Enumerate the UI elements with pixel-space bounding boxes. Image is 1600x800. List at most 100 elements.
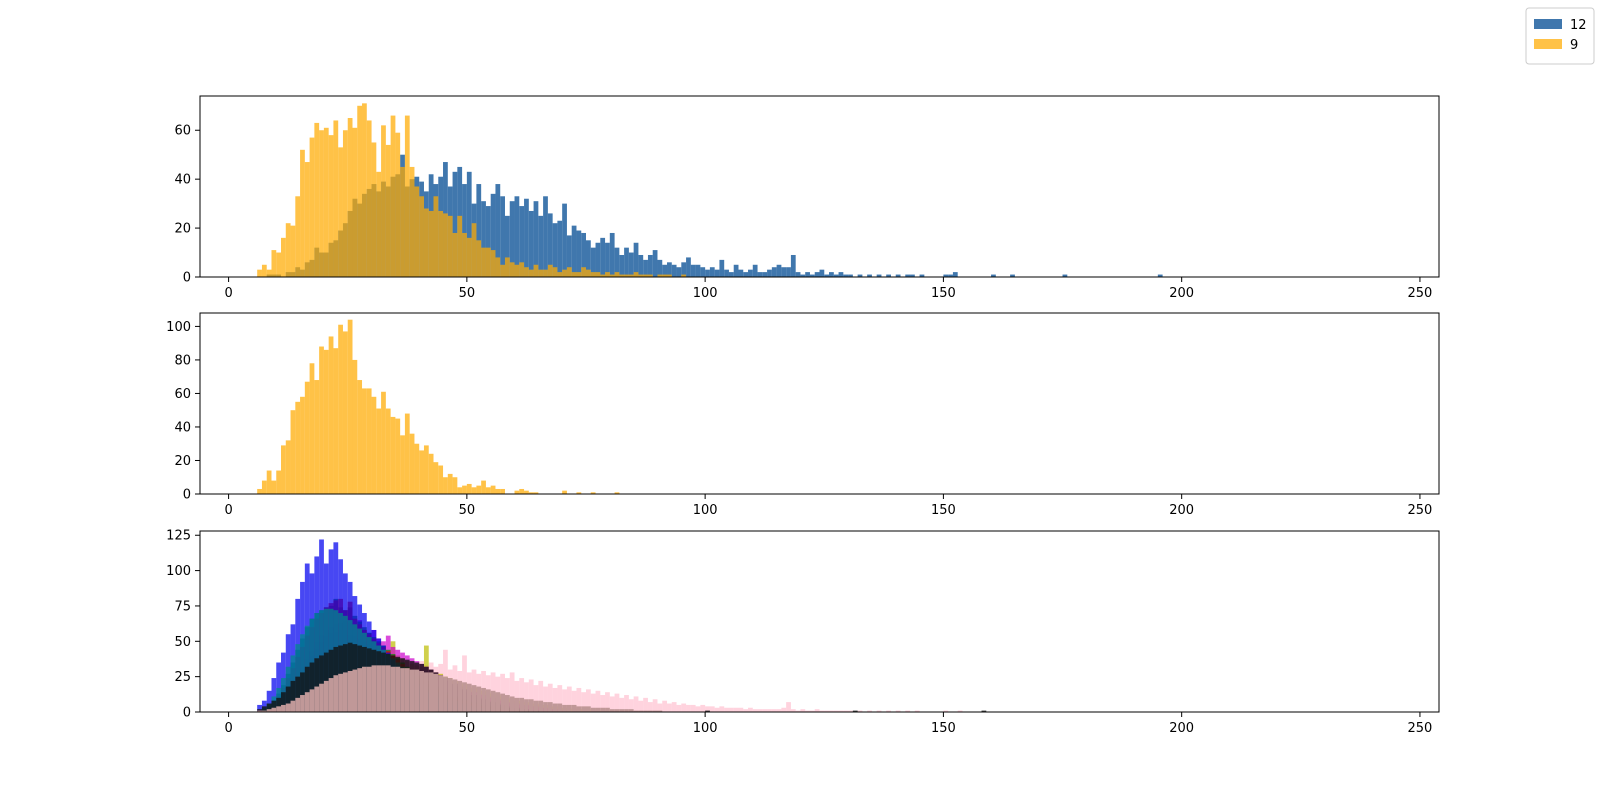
bar (290, 225, 296, 277)
bar (566, 235, 572, 277)
bar (366, 388, 372, 494)
bar (352, 127, 358, 277)
bar (295, 676, 301, 712)
bar (614, 272, 620, 277)
bar (295, 196, 301, 277)
bar (281, 692, 286, 712)
bar (757, 272, 763, 277)
bar (400, 668, 405, 712)
bar (605, 242, 610, 277)
bar (852, 710, 858, 712)
bar (362, 103, 367, 277)
bar (652, 250, 658, 277)
bar (409, 166, 415, 277)
bar (857, 710, 863, 712)
bar (657, 710, 663, 712)
x-tick-label: 50 (459, 286, 476, 301)
bar (271, 480, 277, 494)
bar (281, 704, 286, 712)
bar (533, 700, 539, 712)
bar (519, 206, 525, 277)
bar (524, 490, 529, 494)
bar (500, 264, 505, 277)
bar (586, 269, 591, 277)
bar (795, 710, 801, 712)
bar (657, 274, 663, 277)
bar (471, 487, 477, 494)
legend-swatch (1534, 19, 1562, 29)
bar (895, 274, 901, 277)
bar (519, 697, 525, 712)
bar (814, 272, 820, 277)
bar (309, 662, 315, 712)
bar (438, 210, 444, 277)
bar (762, 709, 768, 712)
bar (514, 490, 520, 494)
bar (728, 272, 734, 277)
bar (490, 193, 496, 277)
bar (748, 707, 753, 712)
bar (557, 272, 563, 277)
bar (352, 669, 358, 712)
bar (552, 223, 558, 277)
axes-frame (199, 95, 1440, 278)
bar (366, 666, 372, 712)
x-tick-label: 250 (1408, 286, 1433, 301)
y-tick-label: 125 (166, 529, 191, 544)
x-tick-label: 50 (459, 503, 476, 518)
bar (829, 272, 834, 277)
bar (624, 709, 629, 712)
bar (576, 687, 582, 712)
bar (404, 115, 410, 277)
bar (490, 250, 496, 277)
bar (547, 264, 553, 277)
bar (457, 487, 463, 494)
bar (647, 254, 653, 277)
bar (342, 672, 348, 712)
bar (476, 485, 482, 494)
bar (352, 359, 358, 494)
bar (314, 380, 320, 494)
bar (276, 662, 282, 712)
bar (914, 710, 920, 712)
bar (848, 274, 853, 277)
bar (619, 254, 625, 277)
bar (1157, 274, 1163, 277)
bar (614, 709, 620, 712)
bar (509, 672, 515, 712)
bar (285, 686, 291, 712)
bar (490, 485, 496, 494)
bar (633, 242, 639, 277)
bar (266, 470, 272, 494)
bar (400, 166, 405, 277)
bar (390, 666, 396, 712)
bar (590, 272, 596, 277)
bar (452, 679, 458, 712)
bar (805, 710, 810, 712)
bar (309, 689, 315, 712)
bar (676, 267, 682, 277)
bar (309, 137, 315, 277)
bar (590, 693, 596, 712)
bar (304, 162, 310, 277)
bar (485, 206, 491, 277)
bar (633, 696, 639, 712)
bar (342, 331, 348, 494)
bar (586, 240, 591, 277)
series-1 (257, 319, 620, 494)
bar (409, 433, 415, 494)
bar (662, 264, 668, 277)
bar (590, 492, 596, 494)
bar (543, 702, 548, 712)
bar (347, 670, 353, 712)
legend-label: 12 (1570, 18, 1587, 33)
bar (290, 680, 296, 712)
bar (752, 264, 758, 277)
legend-frame (1525, 7, 1595, 65)
bar (714, 269, 720, 277)
x-tick-label: 50 (459, 721, 476, 736)
bar (309, 363, 315, 494)
bar (485, 247, 491, 277)
y-tick-label: 0 (183, 488, 191, 503)
bar (819, 269, 825, 277)
